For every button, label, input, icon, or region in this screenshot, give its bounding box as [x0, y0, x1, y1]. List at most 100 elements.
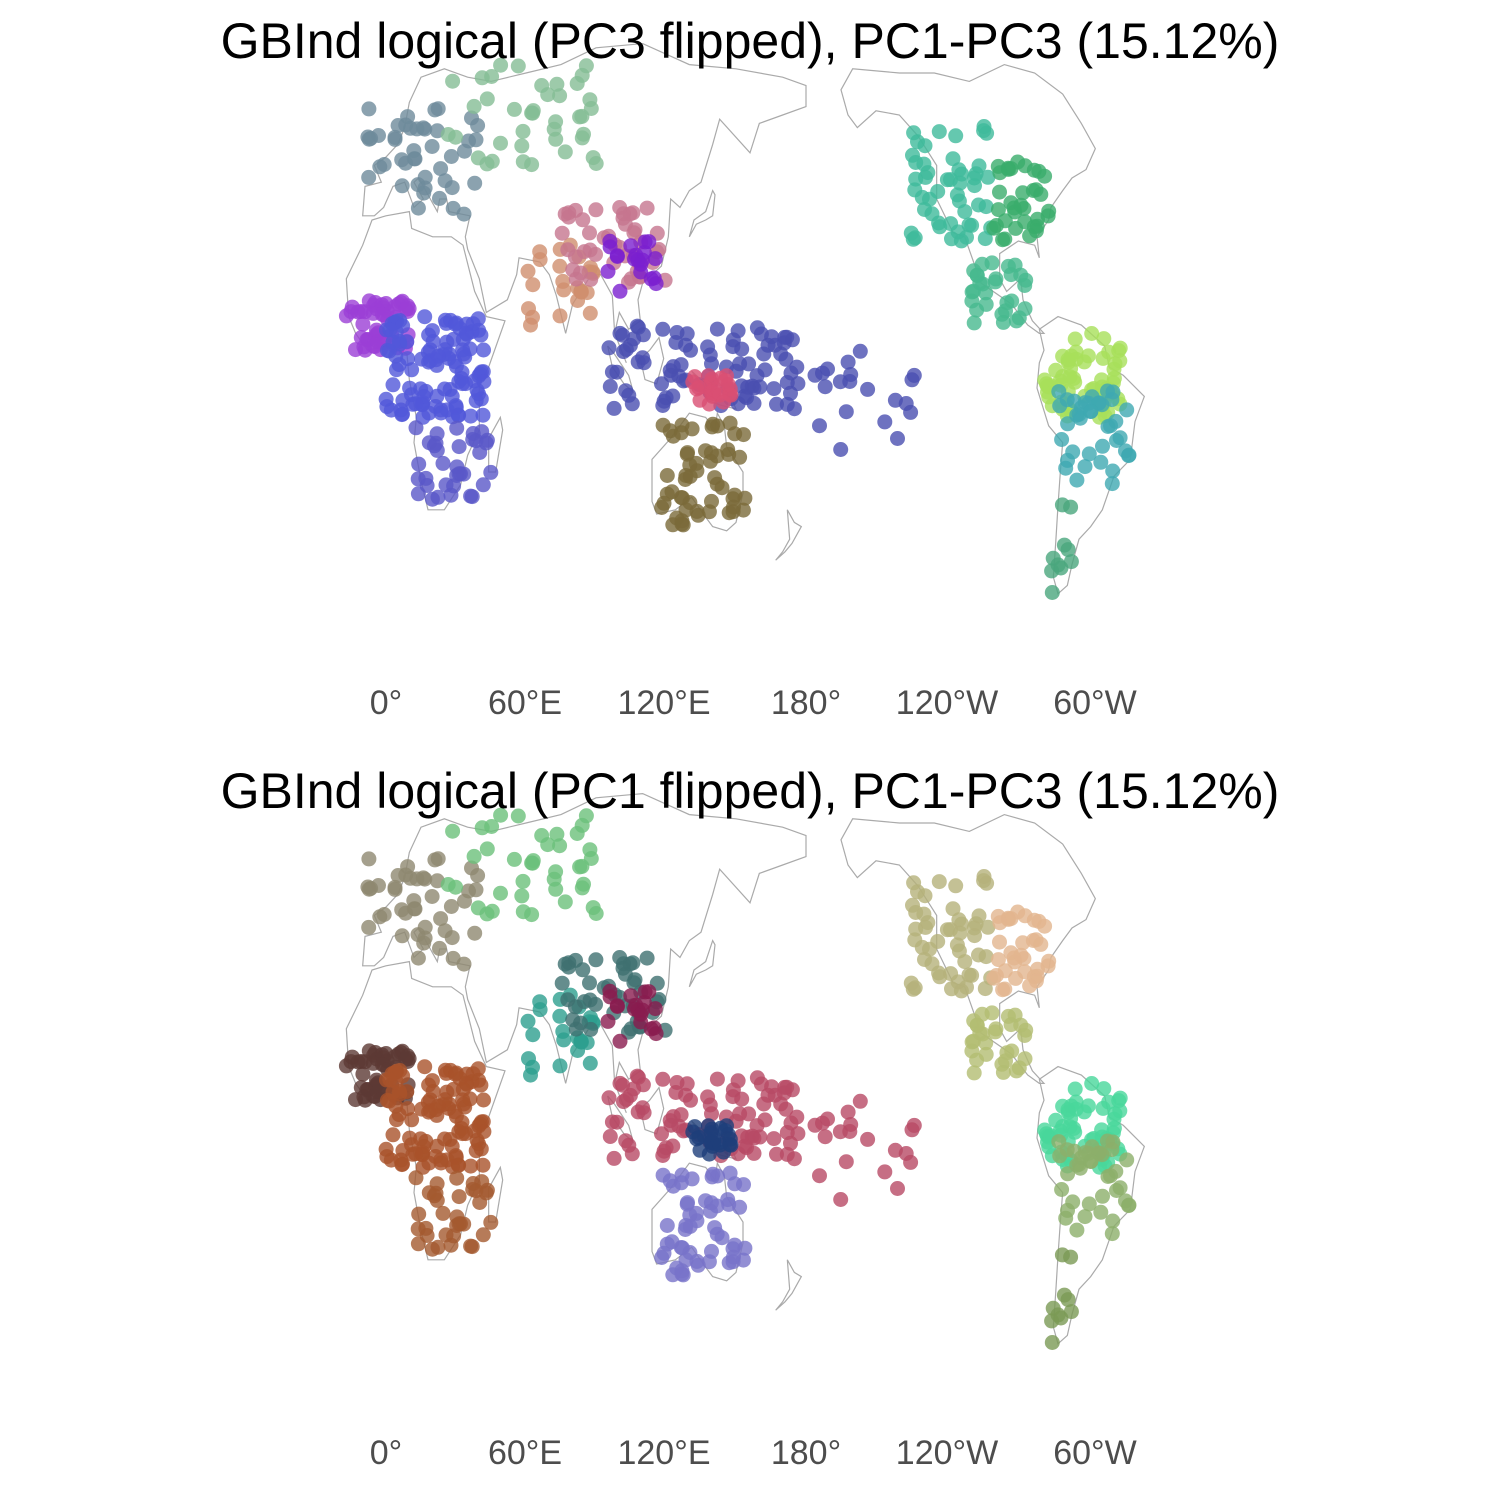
- map-point: [1054, 1247, 1070, 1263]
- map-point: [626, 225, 642, 241]
- map-point: [462, 1091, 478, 1107]
- map-point: [629, 1068, 645, 1084]
- map-point: [483, 1214, 499, 1230]
- map-point: [475, 477, 491, 493]
- map-point: [998, 303, 1013, 319]
- map-point: [389, 362, 404, 378]
- map-point: [479, 841, 495, 857]
- map-point: [554, 975, 570, 991]
- map-point: [709, 321, 725, 337]
- map-point: [1119, 1152, 1135, 1168]
- map-point: [704, 419, 720, 435]
- map-point: [1060, 352, 1076, 368]
- map-point: [465, 432, 481, 447]
- map-point: [409, 871, 425, 887]
- map-point: [680, 1195, 695, 1211]
- map-point: [684, 421, 700, 437]
- map-point: [382, 322, 398, 338]
- map-point: [626, 331, 642, 347]
- map-point: [1008, 220, 1024, 236]
- map-point: [655, 1071, 671, 1087]
- map-point: [448, 1149, 464, 1165]
- map-point: [959, 229, 974, 245]
- map-point: [612, 283, 628, 299]
- map-point: [355, 1066, 371, 1082]
- x-tick-label: 0°: [369, 684, 403, 722]
- map-point: [1054, 432, 1070, 447]
- map-point: [463, 1238, 479, 1254]
- map-point: [945, 901, 961, 917]
- map-point: [548, 864, 564, 880]
- map-point: [361, 919, 377, 935]
- map-point: [639, 950, 655, 966]
- map-point: [1083, 404, 1099, 419]
- map-point: [990, 952, 1006, 968]
- map-point: [568, 952, 583, 968]
- map-point: [410, 200, 426, 216]
- map-point: [1069, 407, 1085, 423]
- map-point: [382, 1072, 398, 1088]
- map-point: [890, 431, 905, 446]
- map-point: [978, 296, 994, 312]
- map-point: [468, 882, 484, 898]
- map-point: [411, 1206, 427, 1222]
- map-point: [675, 517, 691, 533]
- map-point: [833, 1192, 849, 1207]
- map-point: [817, 1129, 833, 1145]
- map-point: [992, 915, 1008, 931]
- map-point: [1017, 908, 1033, 924]
- map-point: [783, 1115, 799, 1131]
- map-point: [400, 351, 416, 367]
- map-point: [633, 256, 649, 272]
- map-point: [554, 225, 570, 241]
- map-point: [1081, 446, 1097, 462]
- map-point: [456, 1216, 472, 1232]
- map-point: [665, 517, 681, 533]
- map-point: [464, 860, 479, 876]
- map-point: [1083, 1154, 1099, 1169]
- map-point: [1096, 1081, 1112, 1097]
- map-plot-top: [338, 42, 1146, 600]
- map-point: [945, 151, 961, 167]
- map-point: [757, 362, 773, 378]
- coastline: [775, 509, 803, 561]
- map-point: [820, 361, 835, 377]
- map-point: [483, 464, 499, 480]
- map-point: [732, 1106, 748, 1122]
- map-point: [379, 399, 395, 415]
- map-point: [877, 414, 893, 430]
- map-point: [446, 331, 461, 347]
- map-point: [568, 1021, 584, 1037]
- map-point: [641, 234, 657, 250]
- map-point: [540, 87, 556, 103]
- map-point: [1119, 402, 1135, 418]
- map-point: [602, 239, 618, 255]
- map-point: [779, 396, 795, 412]
- map-point: [1065, 444, 1081, 460]
- map-point: [506, 101, 522, 117]
- map-point: [679, 1076, 695, 1092]
- map-point: [678, 1087, 694, 1103]
- map-point: [709, 1226, 725, 1242]
- map-point: [1041, 953, 1057, 969]
- map-point: [410, 1236, 426, 1252]
- map-point: [447, 1104, 463, 1120]
- map-point: [433, 161, 449, 177]
- map-point: [390, 118, 406, 133]
- map-point: [588, 202, 604, 218]
- map-point: [493, 57, 509, 73]
- coastline: [775, 1259, 803, 1311]
- map-point: [400, 1101, 416, 1117]
- map-point: [476, 374, 492, 390]
- map-point: [1041, 203, 1057, 219]
- x-tick-label: 180°: [770, 1434, 842, 1472]
- coastline: [639, 336, 665, 385]
- map-point: [468, 132, 484, 148]
- map-point: [514, 138, 530, 154]
- map-point: [515, 873, 531, 889]
- map-point: [602, 1129, 618, 1144]
- map-point: [1093, 1204, 1109, 1220]
- map-point: [432, 190, 447, 206]
- map-point: [633, 1006, 649, 1022]
- map-point: [459, 316, 475, 332]
